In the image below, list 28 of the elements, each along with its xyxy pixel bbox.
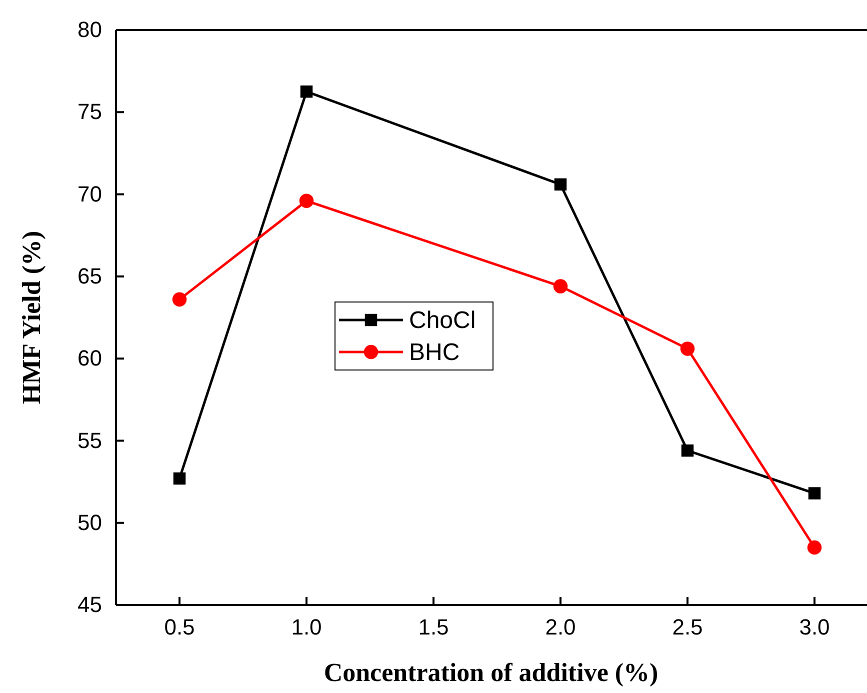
point [173,472,186,485]
point [808,487,821,500]
point [807,540,822,555]
point [172,292,187,307]
x-axis-title: Concentration of additive (%) [324,658,658,687]
x-tick-label: 1.0 [291,614,322,640]
y-tick-label: 65 [78,263,102,288]
x-tick-label: 1.5 [418,614,449,640]
y-axis-title: HMF Yield (%) [17,230,46,404]
x-tick-label: 2.5 [672,614,703,640]
y-tick-label: 80 [78,17,102,42]
y-tick-label: 55 [78,428,102,453]
y-tick-label: 75 [78,99,102,124]
point [554,178,567,191]
point [300,85,313,98]
y-tick-label: 50 [78,510,102,535]
x-tick-label: 0.5 [164,614,195,640]
legend-label: ChoCl [409,307,476,334]
x-tick-label: 2.0 [545,614,576,640]
y-tick-label: 60 [78,346,102,371]
legend-label: BHC [409,339,460,366]
y-tick-label: 70 [78,181,102,206]
point [680,342,695,356]
x-tick-label: 3.0 [799,614,830,640]
point [681,444,694,457]
point [299,194,314,208]
point [553,279,568,294]
y-tick-label: 45 [78,592,102,618]
